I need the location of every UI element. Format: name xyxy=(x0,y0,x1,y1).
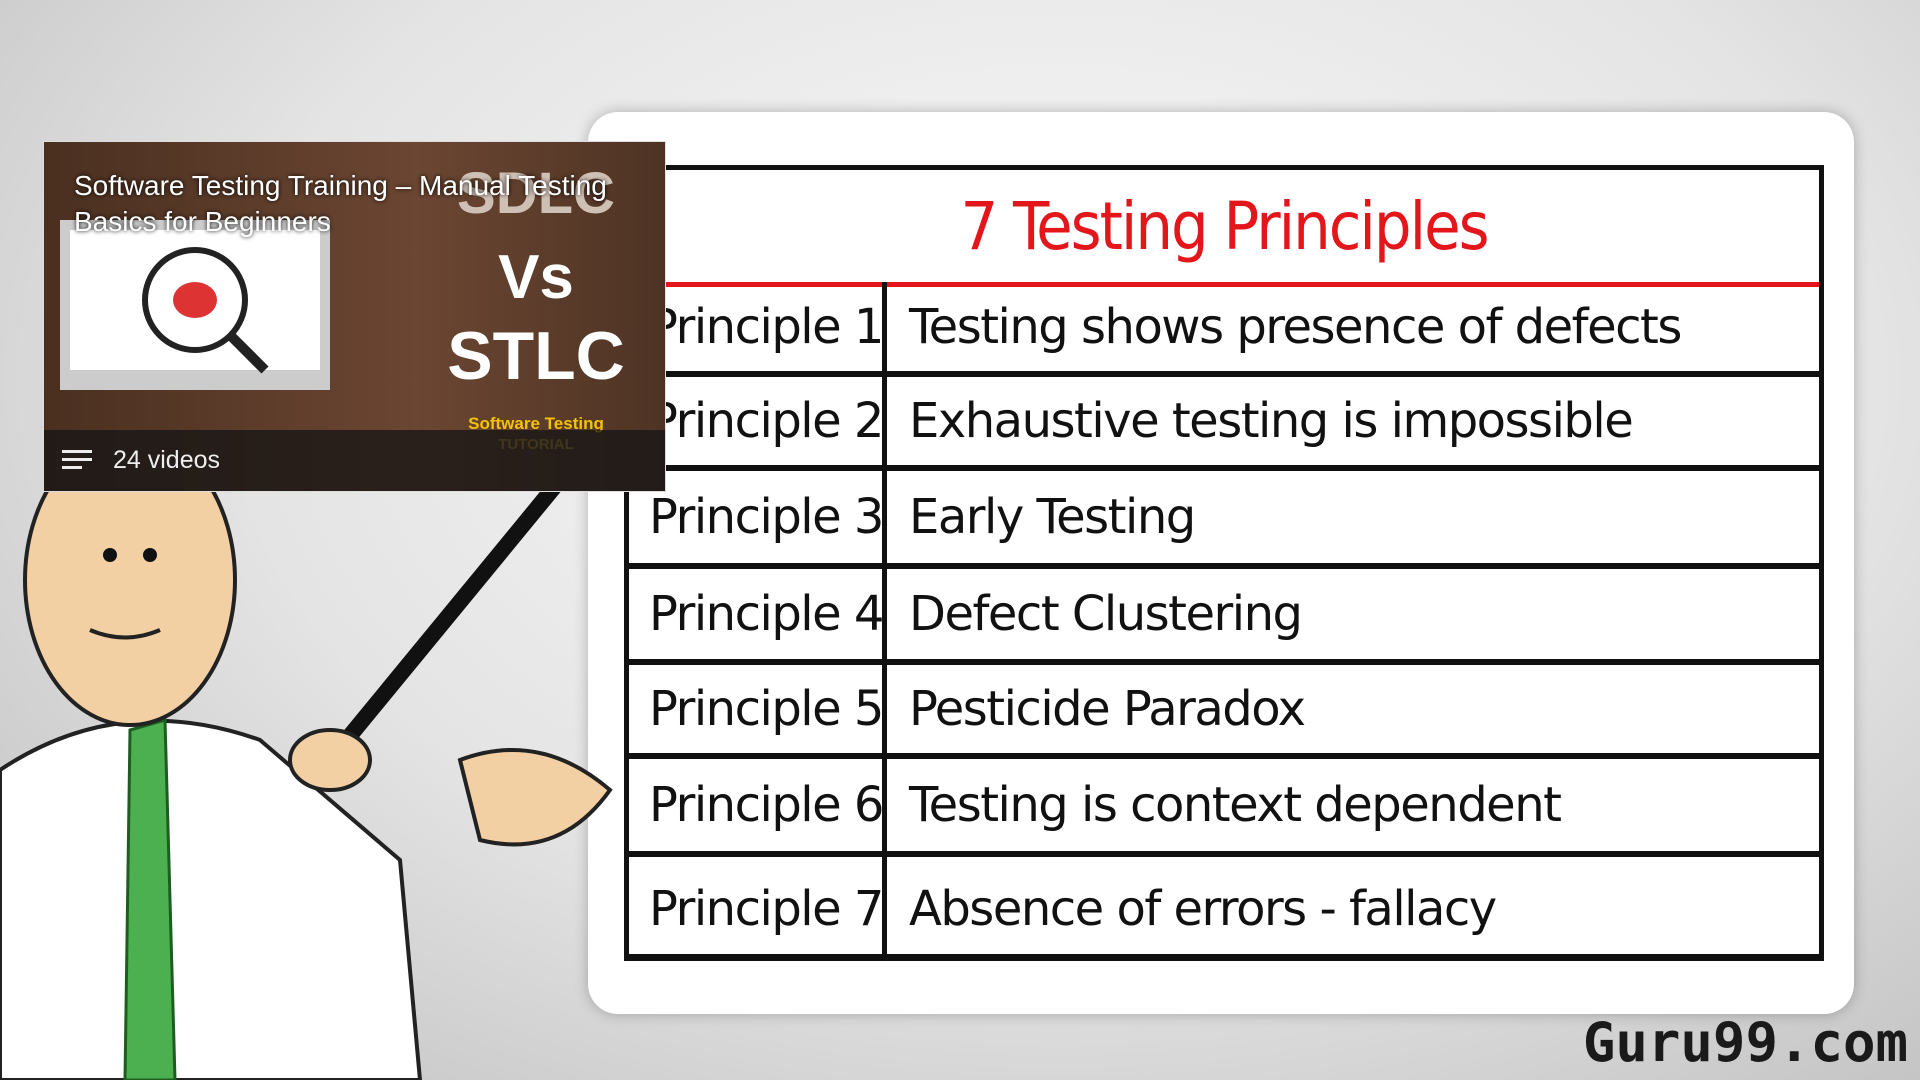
playlist-title[interactable]: Software Testing Training – Manual Testi… xyxy=(74,170,607,237)
table-row: Principle 5 Pesticide Paradox xyxy=(629,665,1819,759)
principle-text: Testing shows presence of defects xyxy=(909,298,1682,355)
playlist-icon xyxy=(62,450,92,469)
table-row: Principle 6 Testing is context dependent xyxy=(629,759,1819,857)
column-divider xyxy=(882,569,887,659)
thumbnail-text: STLC xyxy=(447,318,625,394)
column-divider xyxy=(882,759,887,851)
principle-label: Principle 4 xyxy=(649,586,884,642)
thumbnail-text: Vs xyxy=(498,243,574,312)
thumbnail-caption: Software Testing xyxy=(468,414,604,433)
table-row: Principle 7 Absence of errors - fallacy xyxy=(629,857,1819,961)
column-divider xyxy=(882,665,887,753)
column-divider xyxy=(882,377,887,465)
column-divider xyxy=(882,282,887,371)
principle-text: Exhaustive testing is impossible xyxy=(909,393,1634,449)
table-row: Principle 4 Defect Clustering xyxy=(629,569,1819,665)
column-divider xyxy=(882,471,887,563)
principles-table: 7 Testing Principles Principle 1 Testing … xyxy=(624,165,1824,961)
principle-text: Pesticide Paradox xyxy=(909,681,1306,737)
principle-label: Principle 3 xyxy=(649,489,884,545)
principle-label: Principle 6 xyxy=(649,777,884,833)
table-row: Principle 3 Early Testing xyxy=(629,471,1819,569)
column-divider xyxy=(882,857,887,961)
principle-label: Principle 7 xyxy=(649,881,884,937)
principle-text: Absence of errors - fallacy xyxy=(909,881,1497,937)
principle-label: Principle 5 xyxy=(649,681,884,737)
principle-text: Early Testing xyxy=(909,489,1196,545)
principle-label: Principle 1 xyxy=(649,298,884,355)
playlist-card[interactable]: SDLC Vs STLC Software Testing TUTORIAL S… xyxy=(43,141,666,492)
principle-text: Testing is context dependent xyxy=(909,777,1562,833)
board-title: 7 Testing Principles xyxy=(629,170,1819,287)
principle-label: Principle 2 xyxy=(649,393,884,449)
table-row: Principle 2 Exhaustive testing is impossi… xyxy=(629,377,1819,471)
table-row: Principle 1 Testing shows presence of def… xyxy=(629,282,1819,377)
thumbnail-image xyxy=(60,220,330,390)
playlist-bar: 24 videos xyxy=(44,430,665,491)
presenter-illustration xyxy=(0,440,613,1080)
principle-text: Defect Clustering xyxy=(909,586,1303,642)
video-count: 24 videos xyxy=(113,446,221,474)
thumbnail-text: SDLC xyxy=(457,161,615,226)
watermark: Guru99.com xyxy=(1582,1011,1908,1074)
